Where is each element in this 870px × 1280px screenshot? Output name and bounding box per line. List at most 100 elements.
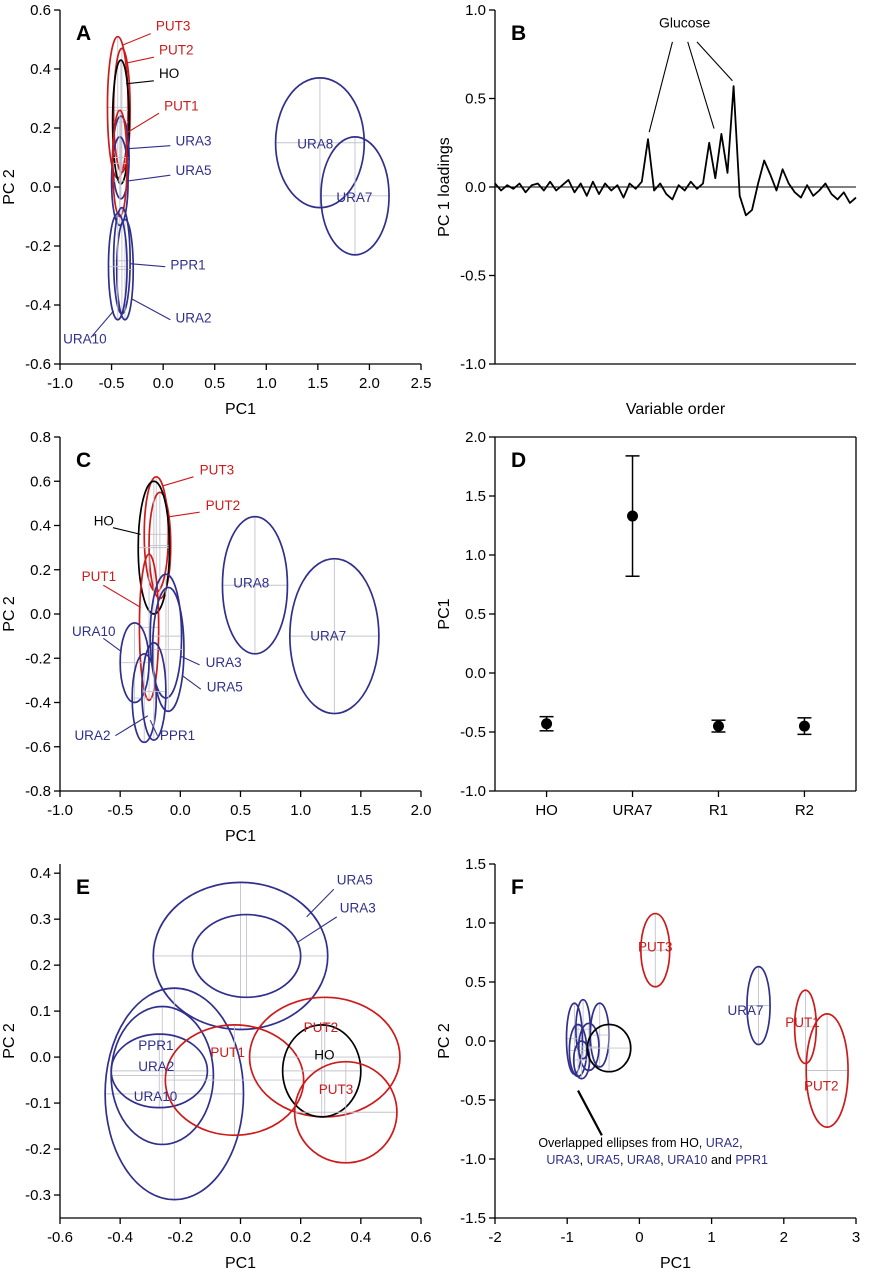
x-tick-label: 0.0: [153, 375, 174, 392]
label-URA5: URA5: [176, 163, 212, 178]
x-axis-label: PC1: [225, 828, 256, 845]
category-label-URA7: URA7: [613, 802, 653, 819]
x-tick-label: 1: [707, 1229, 715, 1246]
leader-PUT3: [121, 33, 151, 46]
y-tick-label: 0.2: [30, 957, 51, 974]
y-tick-label: -0.5: [460, 1092, 486, 1109]
x-tick-label: -1.0: [47, 802, 73, 819]
ellipse-URA7: [320, 136, 390, 256]
panel-C-score-plot: -0.8 -0.6 -0.4 -0.2 0.0 0.2 0.4 0.6 0.8 -1.0 -0.5 0…: [0, 427, 435, 854]
x-tick-label: 0.5: [230, 802, 251, 819]
label-HO: HO: [94, 514, 114, 529]
category-label-HO: HO: [535, 802, 558, 819]
x-tick-label: 0.6: [411, 1229, 432, 1246]
y-tick-label: 0.6: [30, 473, 51, 490]
x-tick-label: 3: [852, 1229, 860, 1246]
category-label-R1: R1: [709, 802, 728, 819]
leader-PPR1: [149, 719, 158, 736]
x-tick-label: -1: [561, 1229, 574, 1246]
y-tick-label: 1.0: [465, 547, 486, 564]
x-tick-label: -1.0: [47, 375, 73, 392]
y-tick-label: -0.1: [25, 1095, 51, 1112]
ellipse-URA3: [191, 913, 302, 999]
panel-F-chart: -1.5 -1.0 -0.5 0.0 0.5 1.0 1.5 -2 -1 0 1 2 3 PUT3 URA7…: [436, 856, 860, 1272]
leader-HO: [125, 80, 154, 85]
glucose-leader-2: [687, 41, 715, 129]
pc1-loadings-line: [494, 85, 857, 217]
label-URA8: URA8: [233, 575, 269, 590]
y-tick-label: -0.8: [25, 783, 51, 800]
y-tick-label: -0.3: [25, 1187, 51, 1204]
panel-C-chart: -0.8 -0.6 -0.4 -0.2 0.0 0.2 0.4 0.6 0.8 -1.0 -0.5 0…: [1, 429, 432, 845]
leader-HO: [112, 527, 141, 535]
y-axis-label: PC 1 loadings: [436, 137, 453, 237]
label-HO: HO: [159, 66, 179, 81]
label-PUT3: PUT3: [200, 463, 235, 478]
y-tick-label: -1.5: [460, 1210, 486, 1227]
glucose-leader-1: [648, 41, 673, 133]
x-tick-label: 0.0: [230, 1229, 251, 1246]
y-tick-label: -1.0: [460, 1151, 486, 1168]
y-tick-label: 1.0: [465, 915, 486, 932]
label-URA3: URA3: [340, 900, 376, 915]
panel-D-chart: -1.0 -0.5 0.0 0.5 1.0 1.5 2.0 HO URA7 R1 R2 PC1 D: [436, 429, 857, 819]
label-PUT3: PUT3: [319, 1082, 354, 1097]
panel-letter-D: D: [511, 449, 526, 472]
ellipse-URA10: [107, 212, 128, 321]
ellipse-HO: [281, 1024, 362, 1118]
panel-E-chart: -0.3 -0.2 -0.1 0.0 0.1 0.2 0.3 0.4 -0.6 -0.4 -0.2 0…: [1, 864, 432, 1272]
ellipse-PUT2: [112, 47, 131, 174]
label-URA10: URA10: [63, 331, 107, 346]
x-tick-label: 0.5: [204, 375, 225, 392]
y-tick-label: -0.5: [460, 268, 486, 285]
panel-D-errorbar-plot: -1.0 -0.5 0.0 0.5 1.0 1.5 2.0 HO URA7 R1 R2 PC1 D: [435, 427, 870, 854]
y-tick-label: 0.5: [465, 974, 486, 991]
label-URA5: URA5: [207, 679, 243, 694]
ellipse-HO: [586, 1023, 632, 1073]
mean-point-URA7: [627, 510, 639, 522]
ellipse-URA2: [131, 652, 158, 744]
label-URA2: URA2: [74, 728, 110, 743]
ellipse-URA5: [152, 881, 329, 1031]
label-HO: HO: [314, 1047, 334, 1062]
y-tick-label: 0.2: [30, 120, 51, 137]
y-tick-label: 0.1: [30, 1003, 51, 1020]
panel-letter-C: C: [76, 449, 91, 472]
ellipse-PUT1: [138, 553, 160, 702]
label-PUT1: PUT1: [82, 569, 117, 584]
ellipse-PUT3: [293, 1060, 398, 1164]
ellipse-URA7: [288, 557, 380, 715]
y-tick-label: -0.2: [25, 650, 51, 667]
leader-URA10: [102, 637, 122, 653]
panel-F-score-plot: -1.5 -1.0 -0.5 0.0 0.5 1.0 1.5 -2 -1 0 1 2 3 PUT3 URA7…: [435, 854, 870, 1280]
ellipse-URA7: [746, 965, 771, 1046]
label-URA10: URA10: [72, 624, 116, 639]
x-tick-label: 2.5: [411, 375, 432, 392]
y-tick-label: 0.3: [30, 911, 51, 928]
glucose-leader-3: [696, 41, 733, 82]
y-axis-label: PC 2: [1, 1023, 18, 1059]
y-tick-label: 0.0: [30, 179, 51, 196]
label-URA7: URA7: [727, 1003, 763, 1018]
y-axis-label: PC 2: [1, 169, 18, 205]
y-tick-label: 0.2: [30, 562, 51, 579]
x-tick-label: -0.4: [107, 1229, 133, 1246]
x-tick-label: -0.5: [99, 375, 125, 392]
panel-letter-E: E: [76, 876, 90, 899]
y-tick-label: 0.0: [30, 1049, 51, 1066]
y-tick-label: 0.4: [30, 61, 51, 78]
y-tick-label: 2.0: [465, 429, 486, 446]
y-tick-label: 0.4: [30, 518, 51, 535]
leader-URA5: [126, 174, 171, 182]
label-URA2: URA2: [176, 311, 212, 326]
y-tick-label: 1.0: [465, 2, 486, 19]
label-URA3: URA3: [206, 655, 242, 670]
label-PPR1: PPR1: [160, 728, 195, 743]
x-tick-label: 2.0: [411, 802, 432, 819]
ellipse-PUT1: [164, 1024, 305, 1137]
y-tick-label: -1.0: [460, 356, 486, 373]
x-tick-label: -0.5: [107, 802, 133, 819]
leader-URA3: [297, 916, 338, 943]
panel-B-loadings-plot: -1.0 -0.5 0.0 0.5 1.0 Glucose PC 1 loadings Var…: [435, 0, 870, 427]
